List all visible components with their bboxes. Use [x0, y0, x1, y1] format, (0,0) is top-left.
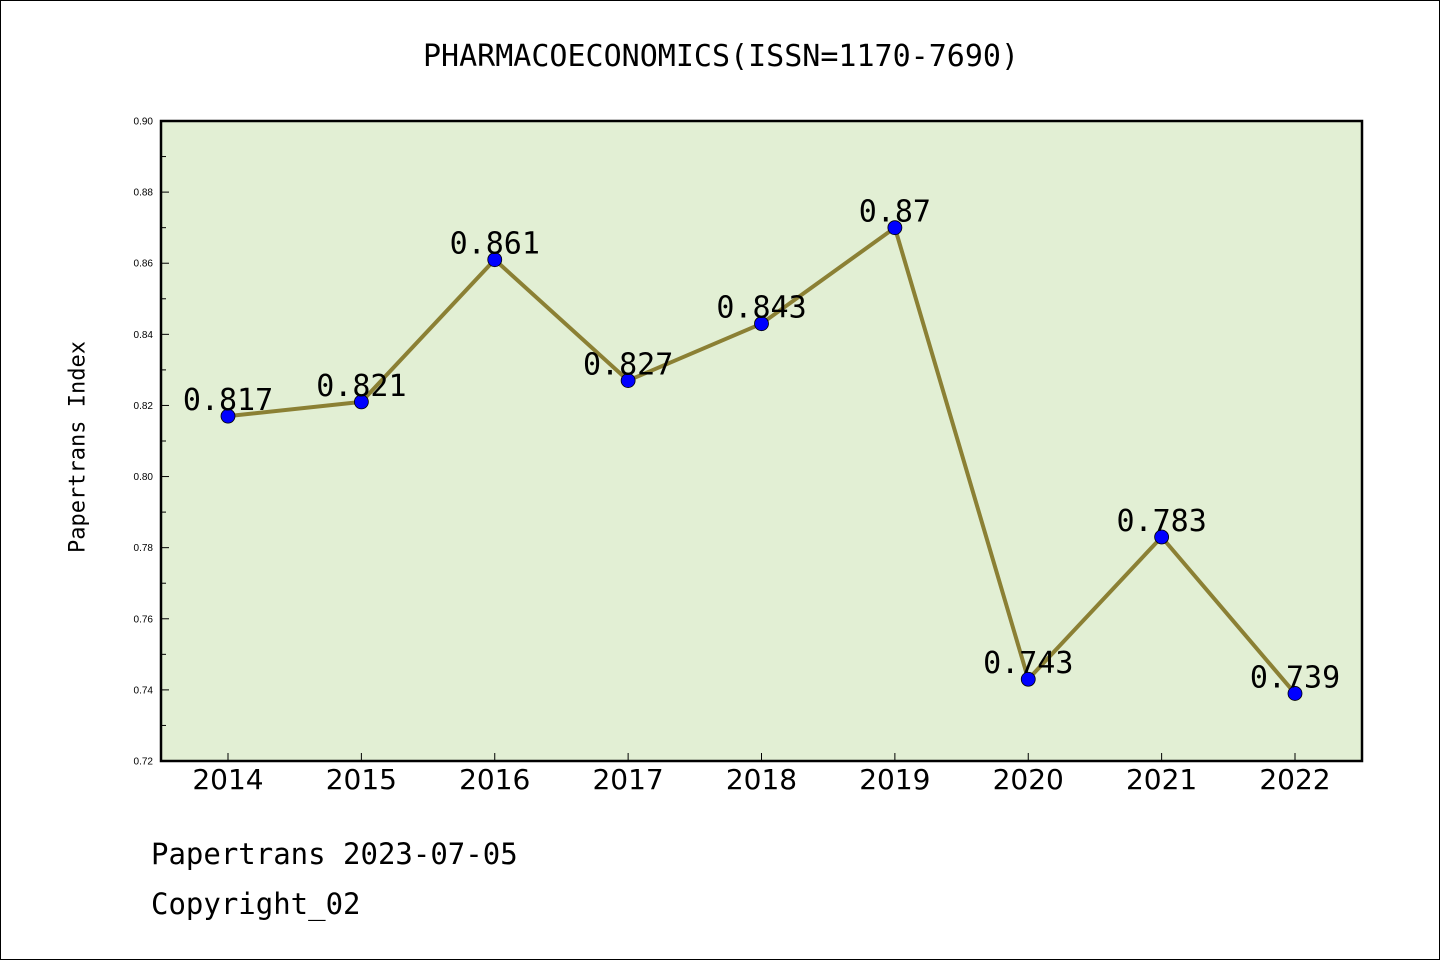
footer-copyright: Copyright_02 [151, 887, 361, 921]
x-tick-label: 2017 [592, 763, 663, 796]
data-label: 0.827 [583, 348, 673, 383]
x-tick-label: 2020 [993, 763, 1064, 796]
footer-date: Papertrans 2023-07-05 [151, 837, 518, 871]
y-tick-label: 0.90 [134, 117, 154, 128]
plot-border [159, 119, 1364, 763]
data-point [754, 316, 769, 332]
x-tick-label: 2018 [726, 763, 797, 796]
x-axis: 2014 2015 2016 2017 2018 2019 2020 2021 2022 [192, 753, 1331, 796]
y-tick-label: 0.84 [134, 330, 154, 341]
y-tick-label: 0.74 [134, 685, 154, 696]
data-label: 0.821 [316, 369, 406, 404]
y-tick-label: 0.80 [134, 472, 154, 483]
data-label: 0.817 [183, 383, 273, 418]
plot-area [161, 121, 1362, 761]
y-axis: 0.72 0.74 0.76 0.78 0.80 0.82 0.84 0.86 0.88 0.90 [134, 117, 169, 768]
data-point [887, 220, 903, 236]
chart-title: PHARMACOECONOMICS(ISSN=1170-7690) [422, 39, 1020, 74]
y-tick-label: 0.88 [134, 188, 154, 199]
data-label: 0.739 [1250, 660, 1340, 695]
data-point [487, 252, 503, 268]
x-tick-label: 2021 [1126, 763, 1197, 796]
y-tick-label: 0.76 [134, 614, 154, 625]
data-labels: 0.817 0.821 0.861 0.827 0.843 0.87 0.743 0.783 0… [183, 195, 1340, 696]
x-tick-label: 2022 [1259, 763, 1330, 796]
data-label: 0.743 [983, 646, 1073, 681]
data-point [620, 373, 636, 388]
data-label: 0.843 [716, 291, 806, 326]
x-tick-label: 2015 [326, 763, 397, 796]
y-tick-label: 0.86 [134, 259, 154, 270]
data-label: 0.783 [1116, 504, 1206, 539]
data-markers [220, 220, 1303, 701]
y-tick-label: 0.72 [134, 757, 154, 768]
data-label: 0.87 [859, 195, 931, 230]
x-tick-label: 2019 [859, 763, 930, 796]
data-point [1154, 529, 1170, 545]
x-tick-label: 2016 [459, 763, 530, 796]
data-point [1020, 671, 1036, 687]
data-point [1287, 686, 1303, 701]
data-label: 0.861 [450, 227, 540, 262]
data-point [220, 408, 236, 424]
y-tick-label: 0.82 [134, 401, 154, 412]
data-point [353, 394, 369, 410]
y-tick-label: 0.78 [134, 543, 154, 554]
x-tick-label: 2014 [192, 763, 263, 796]
